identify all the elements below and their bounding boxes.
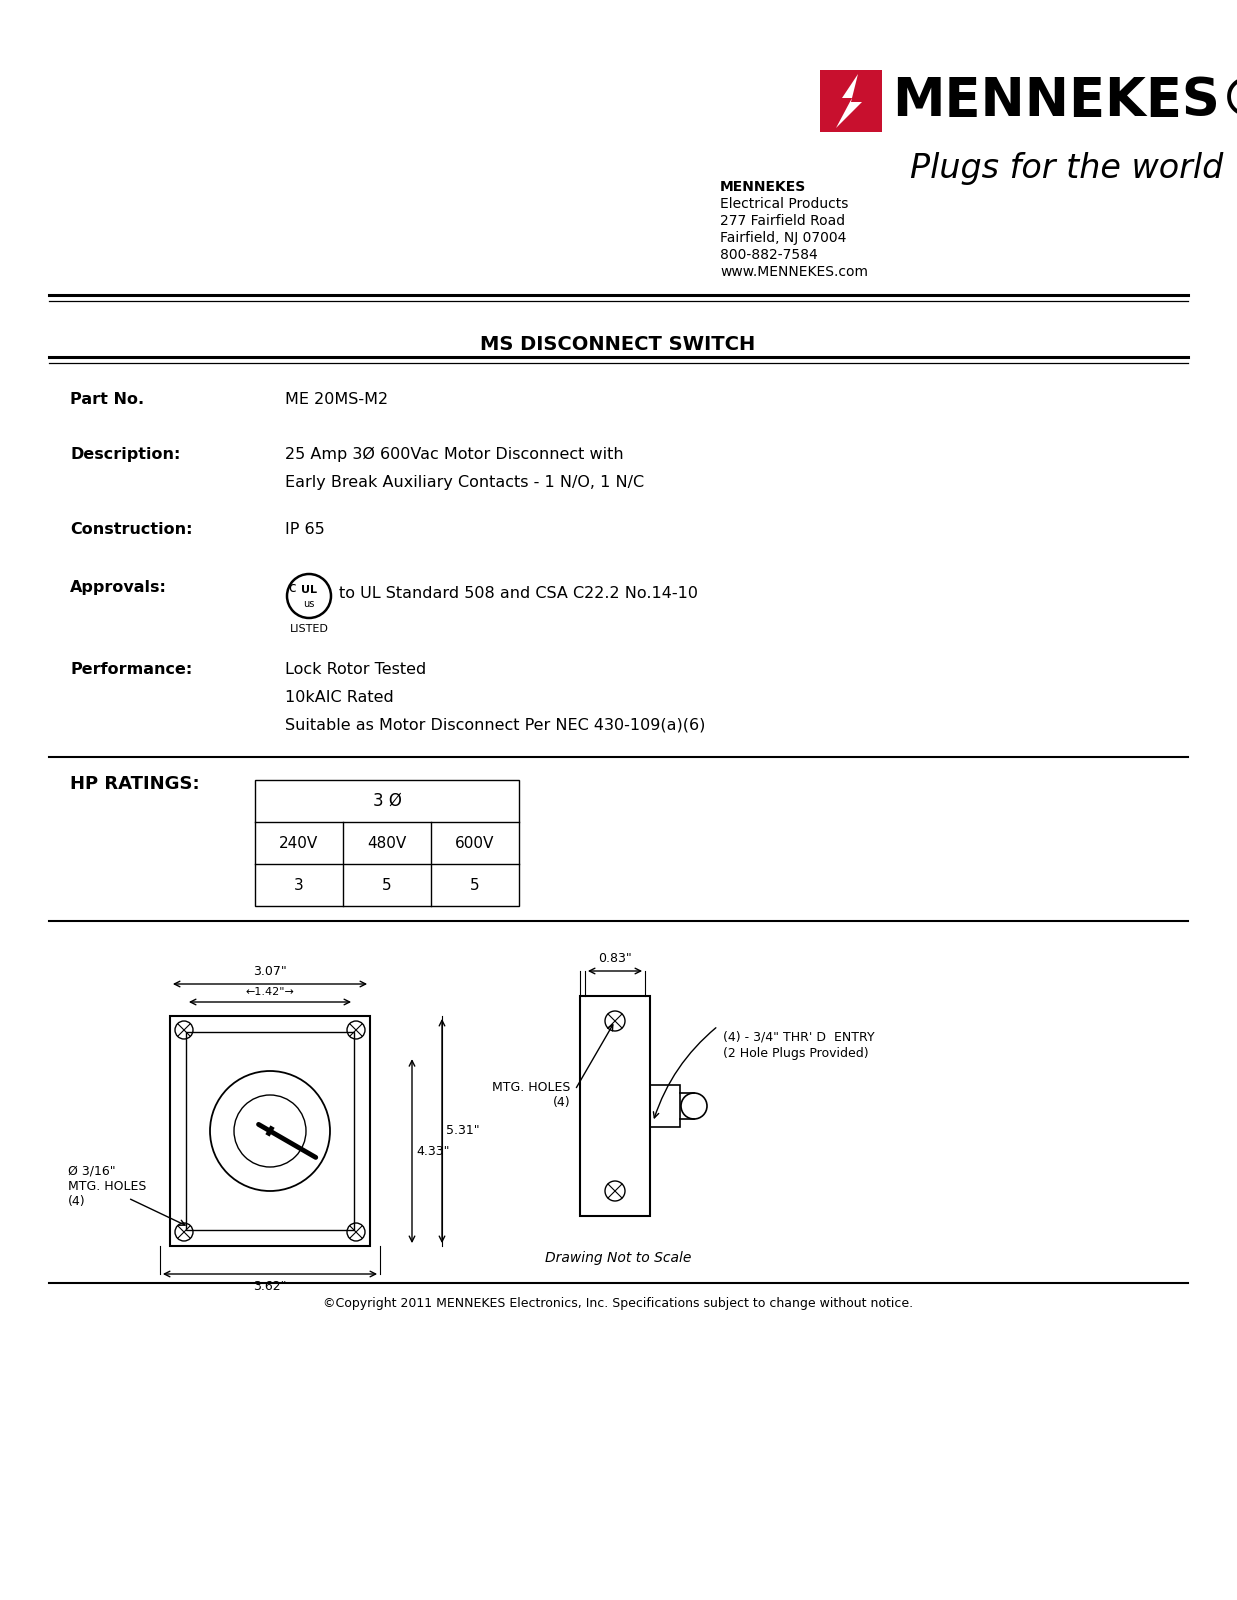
Text: 25 Amp 3Ø 600Vac Motor Disconnect with: 25 Amp 3Ø 600Vac Motor Disconnect with: [285, 446, 623, 462]
Bar: [580, 995, 649, 1216]
Text: UL: UL: [301, 586, 317, 595]
Circle shape: [682, 1093, 708, 1118]
Text: Suitable as Motor Disconnect Per NEC 430-109(a)(6): Suitable as Motor Disconnect Per NEC 430…: [285, 718, 705, 733]
Text: Early Break Auxiliary Contacts - 1 N/O, 1 N/C: Early Break Auxiliary Contacts - 1 N/O, …: [285, 475, 644, 490]
Text: Drawing Not to Scale: Drawing Not to Scale: [544, 1251, 691, 1266]
Text: www.MENNEKES.com: www.MENNEKES.com: [720, 266, 868, 278]
Text: (4) - 3/4" THR' D  ENTRY: (4) - 3/4" THR' D ENTRY: [722, 1030, 875, 1043]
Text: 480V: 480V: [367, 835, 407, 851]
Text: Performance:: Performance:: [71, 662, 192, 677]
Text: Construction:: Construction:: [71, 522, 193, 538]
Text: 4.33": 4.33": [416, 1144, 449, 1158]
Polygon shape: [836, 74, 862, 128]
Bar: [169, 1016, 370, 1246]
Text: MENNEKES: MENNEKES: [720, 179, 807, 194]
Text: ©Copyright 2011 MENNEKES Electronics, Inc. Specifications subject to change with: ©Copyright 2011 MENNEKES Electronics, In…: [323, 1298, 913, 1310]
Text: 3.62": 3.62": [254, 1280, 287, 1293]
Text: ME 20MS-M2: ME 20MS-M2: [285, 392, 388, 406]
Text: 0.83": 0.83": [599, 952, 632, 965]
Bar: [649, 1085, 680, 1126]
Text: Fairfield, NJ 07004: Fairfield, NJ 07004: [720, 230, 846, 245]
Text: Description:: Description:: [71, 446, 181, 462]
Text: c: c: [288, 581, 296, 595]
Text: us: us: [303, 598, 314, 610]
Text: Electrical Products: Electrical Products: [720, 197, 849, 211]
Text: 600V: 600V: [455, 835, 495, 851]
Text: 5.31": 5.31": [447, 1125, 480, 1138]
Text: Plugs for the world: Plugs for the world: [910, 152, 1223, 186]
Text: MENNEKES®: MENNEKES®: [892, 75, 1237, 126]
Text: 5: 5: [470, 877, 480, 893]
Text: 5: 5: [382, 877, 392, 893]
Text: IP 65: IP 65: [285, 522, 325, 538]
Text: to UL Standard 508 and CSA C22.2 No.14-10: to UL Standard 508 and CSA C22.2 No.14-1…: [339, 587, 698, 602]
Text: 3 Ø: 3 Ø: [372, 792, 402, 810]
Text: 10kAIC Rated: 10kAIC Rated: [285, 690, 393, 706]
Text: 240V: 240V: [280, 835, 319, 851]
Text: Part No.: Part No.: [71, 392, 145, 406]
Bar: [255, 781, 520, 906]
Text: Lock Rotor Tested: Lock Rotor Tested: [285, 662, 427, 677]
Text: 800-882-7584: 800-882-7584: [720, 248, 818, 262]
Text: (2 Hole Plugs Provided): (2 Hole Plugs Provided): [722, 1046, 868, 1059]
Text: HP RATINGS:: HP RATINGS:: [71, 774, 199, 794]
Bar: [186, 1032, 354, 1230]
Text: 277 Fairfield Road: 277 Fairfield Road: [720, 214, 845, 227]
Text: ←1.42"→: ←1.42"→: [246, 987, 294, 997]
Text: 3: 3: [294, 877, 304, 893]
Text: Approvals:: Approvals:: [71, 579, 167, 595]
Bar: [820, 70, 882, 133]
Text: 3.07": 3.07": [254, 965, 287, 978]
Text: Ø 3/16"
MTG. HOLES
(4): Ø 3/16" MTG. HOLES (4): [68, 1165, 146, 1208]
Text: LISTED: LISTED: [289, 624, 329, 634]
Text: MTG. HOLES
(4): MTG. HOLES (4): [491, 1082, 570, 1109]
Text: MS DISCONNECT SWITCH: MS DISCONNECT SWITCH: [480, 334, 756, 354]
